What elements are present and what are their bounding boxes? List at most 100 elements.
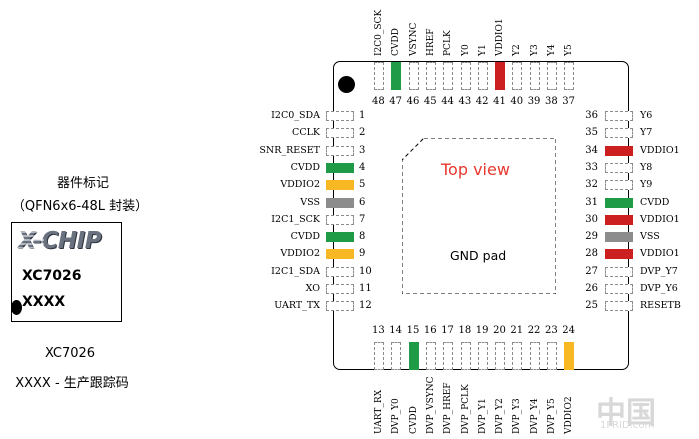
top-view-label: Top view — [441, 160, 510, 179]
pin-number-22: 22 — [527, 325, 541, 336]
marking-title: 器件标记 — [56, 176, 109, 191]
pin-number-17: 17 — [441, 325, 454, 336]
pin-label-23: DVP_Y5 — [547, 398, 557, 434]
pin-number-15: 15 — [406, 325, 420, 336]
marking-package: （QFN6x6-48L 封装） — [11, 199, 149, 214]
pin-label-46: VSYNC — [408, 22, 419, 56]
pin-pad-33 — [605, 162, 633, 173]
pin-pad-16 — [425, 342, 436, 370]
pin-pad-2 — [326, 128, 354, 139]
pin-pad-10 — [326, 266, 354, 277]
pin-number-33: 33 — [585, 161, 598, 173]
watermark: 中国 — [596, 396, 656, 431]
pin-label-42: Y1 — [477, 44, 488, 56]
pin-pad-15 — [408, 342, 419, 370]
pin-number-39: 39 — [527, 96, 541, 107]
pin-label-14: DVP_Y0 — [391, 398, 402, 434]
caption-model: XC7026 — [44, 346, 96, 361]
pin-pad-39 — [529, 62, 540, 90]
pin-pad-29 — [605, 232, 633, 243]
pin-pad-37 — [564, 62, 575, 90]
pin-pad-12 — [326, 301, 354, 312]
pin-number-23: 23 — [545, 325, 558, 336]
caption-trace: XXXX - 生产跟踪码 — [15, 376, 129, 391]
pin-number-45: 45 — [423, 96, 437, 107]
pin-pad-18 — [460, 342, 471, 370]
pin-pad-19 — [477, 342, 488, 370]
pin-label-35: Y7 — [640, 127, 653, 139]
pin-label-31: CVDD — [640, 196, 670, 208]
pin-number-2: 2 — [359, 127, 366, 139]
pin-number-9: 9 — [359, 248, 366, 260]
pin-pad-46 — [408, 62, 419, 90]
pin-label-12: UART_TX — [274, 300, 320, 312]
pin-pad-21 — [512, 342, 523, 370]
pin-pad-38 — [547, 62, 557, 90]
pin-label-25: RESETB — [640, 300, 681, 312]
pin-pad-4 — [326, 162, 354, 173]
pin-label-6: VSS — [300, 196, 320, 208]
pin-label-10: I2C1_SDA — [271, 265, 320, 277]
pin-pad-17 — [443, 342, 454, 370]
pin-pad-3 — [326, 145, 354, 156]
pin-label-48: I2C0_SCK — [374, 9, 384, 56]
pin-number-36: 36 — [585, 110, 598, 121]
pin-pad-1 — [326, 111, 354, 121]
chip-package — [333, 61, 629, 370]
pin-pad-31 — [605, 197, 633, 208]
pin-label-41: VDDIO1 — [495, 18, 506, 56]
pin-label-3: SNR_RESET — [259, 144, 320, 156]
pin-label-29: VSS — [640, 231, 660, 243]
pin-label-21: DVP_Y3 — [512, 398, 523, 434]
pin-pad-8 — [326, 232, 354, 243]
pin-label-32: Y9 — [640, 179, 653, 191]
pin-number-21: 21 — [510, 325, 524, 336]
pin-label-33: Y8 — [640, 161, 653, 173]
pin-pad-45 — [425, 62, 436, 90]
pin-pad-28 — [605, 249, 633, 260]
pin-number-30: 30 — [585, 213, 598, 225]
pin-label-36: Y6 — [640, 110, 653, 121]
pin-label-18: DVP_PCLK — [460, 384, 471, 434]
pin-label-7: I2C1_SCK — [271, 213, 320, 225]
pin-label-45: HREF — [425, 28, 436, 56]
pin-number-43: 43 — [458, 96, 472, 107]
watermark-sub: 1FRID.com — [600, 420, 655, 431]
gnd-pad-label: GND pad — [450, 248, 507, 263]
pin-number-19: 19 — [475, 325, 489, 336]
gnd-pad-outline — [402, 138, 556, 294]
pin-pad-43 — [460, 62, 471, 90]
pin-pad-30 — [605, 214, 633, 225]
pin-label-47: CVDD — [391, 28, 402, 56]
pin-number-37: 37 — [562, 96, 576, 107]
pin-pad-25 — [605, 301, 633, 312]
pin-pad-14 — [391, 342, 402, 370]
pin-number-41: 41 — [493, 96, 506, 107]
pin-label-5: VDDIO2 — [280, 179, 320, 191]
pin-pad-40 — [512, 62, 523, 90]
pin-label-26: DVP_Y6 — [640, 283, 678, 294]
pin-label-30: VDDIO1 — [640, 213, 680, 225]
pin-number-47: 47 — [389, 96, 403, 107]
pin-number-12: 12 — [359, 300, 372, 312]
pin-label-4: CVDD — [290, 161, 320, 173]
pin-pad-27 — [605, 266, 633, 277]
pin-number-14: 14 — [389, 325, 403, 336]
pin-number-34: 34 — [585, 144, 598, 156]
pin-number-25: 25 — [585, 300, 598, 312]
pin-number-3: 3 — [359, 144, 366, 156]
pin-label-38: Y4 — [547, 44, 557, 56]
pin-number-8: 8 — [359, 231, 366, 243]
pin-pad-7 — [326, 214, 354, 225]
pin-pad-36 — [605, 111, 633, 121]
pin-label-13: UART_RX — [374, 389, 384, 434]
pin-pad-22 — [529, 342, 540, 370]
pin-label-1: I2C0_SDA — [271, 110, 320, 121]
pin-number-29: 29 — [585, 231, 598, 243]
pin-number-48: 48 — [372, 96, 385, 107]
logo-stripes-icon — [14, 231, 44, 255]
pin-number-42: 42 — [475, 96, 489, 107]
pin-number-18: 18 — [458, 325, 472, 336]
pin-pad-44 — [443, 62, 454, 90]
pin-number-32: 32 — [585, 179, 598, 191]
